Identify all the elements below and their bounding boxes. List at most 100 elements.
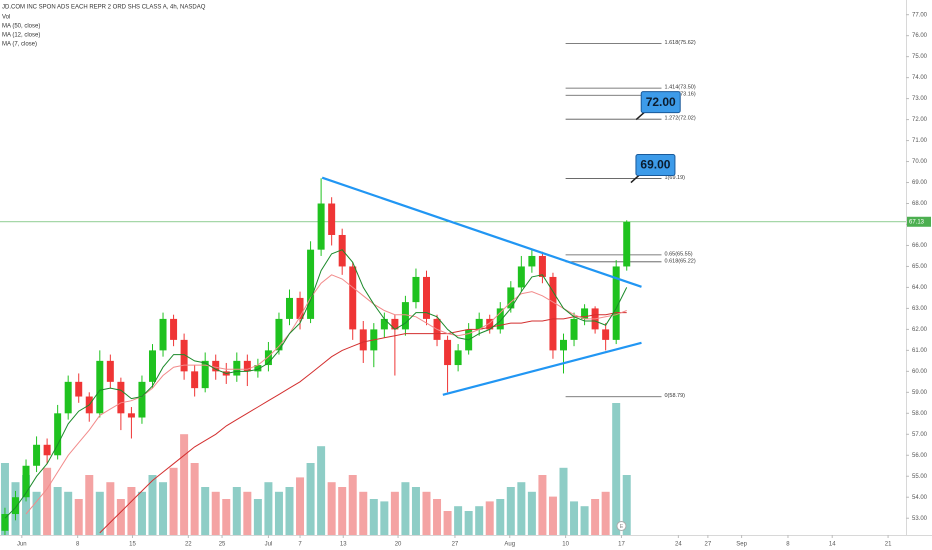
candle-body (475, 318, 483, 330)
volume-bar (559, 467, 568, 535)
candle-body (22, 465, 30, 498)
volume-bar (32, 491, 41, 535)
x-tick-label: 24 (675, 542, 682, 548)
candle-body (496, 308, 504, 330)
candle-body (148, 350, 156, 382)
volume-bar (359, 491, 368, 535)
candle-body (623, 221, 631, 267)
candle-body (75, 381, 83, 397)
y-tick-label: 64.00 (912, 285, 928, 291)
y-tick-label: 53.00 (912, 516, 928, 522)
legend-ma: MA (50, close) (2, 24, 40, 30)
legend-volume: Vol (2, 15, 10, 21)
y-tick-label: 60.00 (912, 369, 928, 375)
x-tick-label: 8 (786, 542, 790, 548)
volume-bar (411, 487, 420, 535)
fib-label: 0.618(65.22) (665, 258, 696, 264)
y-tick-label: 73.00 (912, 96, 928, 102)
legend-ma: MA (7, close) (2, 42, 37, 48)
y-tick-label: 68.00 (912, 201, 928, 207)
candle-body (380, 318, 388, 330)
last-price-label: 67.13 (909, 219, 925, 225)
y-tick-label: 58.00 (912, 411, 928, 417)
fib-label: 1.272(72.02) (665, 116, 696, 122)
candle-body (296, 297, 304, 319)
candle-body (275, 318, 283, 351)
volume-bar (274, 491, 283, 535)
y-tick-label: 75.00 (912, 54, 928, 60)
candle-body (264, 350, 272, 366)
candle-body (528, 255, 536, 267)
candle-body (233, 360, 241, 376)
candle-body (138, 381, 146, 418)
volume-bar (137, 491, 146, 535)
volume-bar (211, 491, 220, 535)
candle-body (559, 339, 567, 351)
y-tick-label: 65.00 (912, 264, 928, 270)
x-tick-label: 27 (705, 542, 712, 548)
legend-ma: MA (12, close) (2, 33, 40, 39)
volume-bar (296, 477, 305, 535)
volume-bar (506, 487, 515, 535)
x-tick-label: Sep (736, 542, 747, 548)
candle-body (159, 318, 167, 351)
annotation-label: 69.00 (640, 158, 670, 172)
volume-bar (433, 499, 442, 535)
x-tick-label: Aug (504, 542, 515, 548)
ma-line (25, 274, 627, 515)
ma-line (4, 249, 628, 519)
volume-bar (116, 499, 125, 535)
annotation-label: 72.00 (646, 95, 676, 109)
volume-bar (422, 491, 431, 535)
candle-body (444, 339, 452, 366)
volume-bar (401, 482, 410, 535)
y-tick-label: 61.00 (912, 348, 928, 354)
candle-body (349, 266, 357, 330)
candle-body (243, 360, 251, 372)
volume-bar (43, 467, 52, 535)
volume-bar (253, 499, 262, 535)
candle-body (391, 318, 399, 330)
volume-bar (0, 463, 9, 535)
volume-bar (369, 499, 378, 535)
trendline (442, 341, 642, 396)
candle-body (612, 266, 620, 340)
chart-title: JD.COM INC SPON ADS EACH REPR 2 ORD SHS … (2, 5, 206, 11)
volume-bar (159, 482, 168, 535)
candle-body (549, 276, 557, 351)
y-tick-label: 59.00 (912, 390, 928, 396)
candle-body (581, 308, 589, 319)
candle-body (33, 444, 41, 466)
candle-body (1, 514, 9, 531)
fib-label: 1.414(73.50) (665, 85, 696, 91)
volume-bar (64, 491, 73, 535)
candle-body (212, 360, 220, 372)
volume-bar (306, 463, 315, 535)
fib-label: 0.65(65.55) (665, 251, 693, 257)
volume-bar (232, 487, 241, 535)
annotation-box (635, 154, 676, 177)
y-tick-label: 74.00 (912, 75, 928, 81)
volume-bar (538, 475, 547, 535)
fib-label: 1.618(75.62) (665, 40, 696, 46)
y-tick-label: 71.00 (912, 138, 928, 144)
x-tick-label: 20 (395, 542, 402, 548)
x-tick-label: 13 (340, 542, 347, 548)
volume-bar (338, 487, 347, 535)
event-label: E (620, 524, 624, 530)
volume-bar (496, 499, 505, 535)
candle-body (96, 360, 104, 414)
x-tick-label: 21 (885, 542, 892, 548)
event-marker (616, 521, 627, 531)
y-tick-label: 55.00 (912, 474, 928, 480)
x-tick-label: 25 (219, 542, 226, 548)
volume-bar (475, 506, 484, 535)
volume-bar (380, 501, 389, 535)
volume-bar (517, 482, 526, 535)
candle-body (180, 339, 188, 372)
volume-bar (148, 475, 157, 535)
candle-body (412, 276, 420, 303)
volume-bar (485, 501, 494, 535)
candle-body (254, 365, 262, 372)
x-tick-label: 22 (185, 542, 192, 548)
